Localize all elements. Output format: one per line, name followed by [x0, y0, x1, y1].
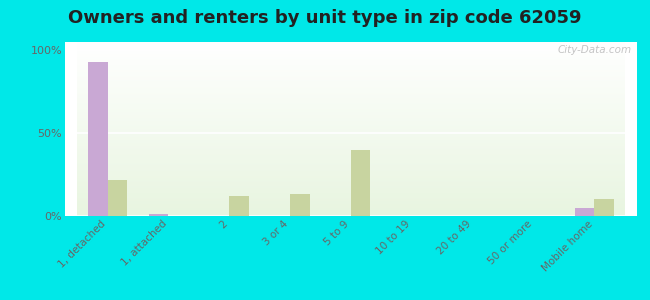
Bar — [290, 194, 309, 216]
Text: Owners and renters by unit type in zip code 62059: Owners and renters by unit type in zip c… — [68, 9, 582, 27]
Bar — [594, 200, 614, 216]
Text: City-Data.com: City-Data.com — [557, 46, 631, 56]
Bar — [351, 150, 370, 216]
Bar — [229, 196, 249, 216]
Bar — [108, 179, 127, 216]
Bar — [575, 208, 594, 216]
Bar — [149, 214, 168, 216]
Bar — [88, 62, 108, 216]
